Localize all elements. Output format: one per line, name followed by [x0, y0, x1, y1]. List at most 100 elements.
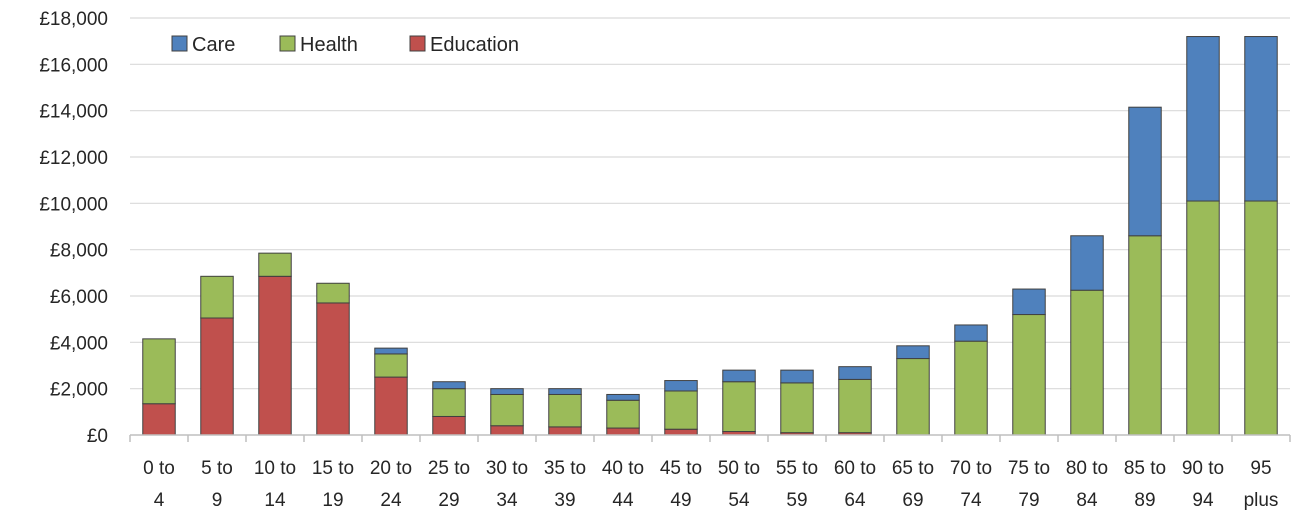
bar-health-13: [896, 358, 930, 436]
legend-item-education: Education: [409, 34, 519, 56]
x-tick-label-line: 79: [1018, 490, 1039, 511]
x-tick-label-line: 69: [902, 490, 923, 511]
bar-health-15: [1012, 314, 1046, 436]
bar-health-17: [1128, 235, 1162, 436]
bar-health-11: [780, 382, 814, 434]
bar-health-16: [1070, 289, 1104, 436]
legend-label: Education: [430, 34, 519, 56]
x-tick-label: 45 to 49: [660, 458, 702, 511]
bar-education-1: [200, 317, 234, 436]
x-tick-label-line: 10 to: [254, 458, 296, 479]
x-tick-label-line: 0 to: [143, 458, 175, 479]
y-tick-label: £8,000: [50, 241, 108, 262]
bar-care-8: [606, 393, 640, 401]
bar-care-19: [1244, 36, 1278, 202]
x-tick-label: 90 to 94: [1182, 458, 1224, 511]
bar-education-8: [606, 427, 640, 436]
y-tick-label: £10,000: [39, 194, 108, 215]
x-tick-label: 40 to 44: [602, 458, 644, 511]
y-tick-label: £12,000: [39, 148, 108, 169]
x-tick-label: 10 to 14: [254, 458, 296, 511]
x-tick-label-line: 15 to: [312, 458, 354, 479]
bar-education-0: [142, 403, 176, 436]
bar-health-12: [838, 378, 872, 434]
x-tick-label-line: 24: [380, 490, 402, 511]
y-tick-label: £2,000: [50, 380, 108, 401]
x-tick-label-line: 19: [322, 490, 343, 511]
bar-health-5: [432, 388, 466, 417]
x-tick-label: 65 to 69: [892, 458, 934, 511]
bar-health-0: [142, 338, 176, 405]
bar-education-6: [490, 425, 524, 436]
x-tick-label-line: 49: [670, 490, 691, 511]
y-tick-label: £16,000: [39, 55, 108, 76]
y-tick-label: £0: [87, 426, 108, 447]
x-tick-label-line: 30 to: [486, 458, 528, 479]
x-tick-label-line: 5 to: [201, 458, 233, 479]
x-tick-label-line: 44: [612, 490, 634, 511]
x-tick-label-line: 29: [438, 490, 459, 511]
x-tick-label: 5 to 9: [201, 458, 233, 511]
bar-health-4: [374, 353, 408, 378]
x-tick-label-line: 40 to: [602, 458, 644, 479]
bar-care-6: [490, 388, 524, 395]
x-tick-label-line: 55 to: [776, 458, 818, 479]
bars: [142, 36, 1278, 436]
x-tick-label: 70 to 74: [950, 458, 992, 511]
bar-health-1: [200, 275, 234, 319]
legend: Care Health Education: [171, 34, 519, 56]
bar-care-13: [896, 345, 930, 360]
x-tick-label: 15 to 19: [312, 458, 354, 511]
x-tick-label-line: 45 to: [660, 458, 702, 479]
x-tick-label-line: 60 to: [834, 458, 876, 479]
bar-care-5: [432, 381, 466, 390]
x-tick-label: 55 to 59: [776, 458, 818, 511]
legend-label: Care: [192, 34, 235, 56]
bar-care-9: [664, 380, 698, 392]
x-tick-label-line: 39: [554, 490, 575, 511]
bar-care-17: [1128, 106, 1162, 237]
x-tick-label: 30 to 34: [486, 458, 528, 511]
y-tick-label: £4,000: [50, 333, 108, 354]
bar-care-14: [954, 324, 988, 342]
gridlines: [130, 17, 1290, 390]
x-tick-label-line: 50 to: [718, 458, 760, 479]
x-tick-label-line: 20 to: [370, 458, 412, 479]
y-tick-label: £14,000: [39, 102, 108, 123]
bar-education-5: [432, 415, 466, 436]
bar-education-7: [548, 426, 582, 436]
y-tick-label: £6,000: [50, 287, 108, 308]
bar-care-10: [722, 369, 756, 383]
x-tick-label: 95 plus: [1244, 458, 1279, 511]
bar-health-2: [258, 252, 292, 277]
bar-care-7: [548, 388, 582, 395]
legend-swatch: [171, 35, 188, 52]
bar-education-3: [316, 302, 350, 436]
bar-care-15: [1012, 288, 1046, 316]
x-tick-label: 35 to 39: [544, 458, 586, 511]
legend-swatch: [409, 35, 426, 52]
legend-swatch: [279, 35, 296, 52]
x-tick-label-line: 85 to: [1124, 458, 1166, 479]
legend-label: Health: [300, 34, 358, 56]
x-tick-label-line: 94: [1192, 490, 1214, 511]
bar-care-4: [374, 347, 408, 355]
bar-care-12: [838, 366, 872, 380]
bar-education-9: [664, 428, 698, 436]
x-tick-label-line: 80 to: [1066, 458, 1108, 479]
bar-education-4: [374, 376, 408, 436]
bar-health-9: [664, 390, 698, 430]
legend-item-care: Care: [171, 34, 235, 56]
bar-health-6: [490, 393, 524, 427]
bar-health-3: [316, 282, 350, 304]
x-tick-label-line: 64: [844, 490, 866, 511]
y-tick-label: £18,000: [39, 9, 108, 30]
x-tick-label: 75 to 79: [1008, 458, 1050, 511]
bar-care-11: [780, 369, 814, 384]
x-tick-label-line: 65 to: [892, 458, 934, 479]
bar-education-2: [258, 275, 292, 436]
legend-item-health: Health: [279, 34, 358, 56]
x-tick-label-line: 35 to: [544, 458, 586, 479]
x-tick-label-line: 74: [960, 490, 982, 511]
